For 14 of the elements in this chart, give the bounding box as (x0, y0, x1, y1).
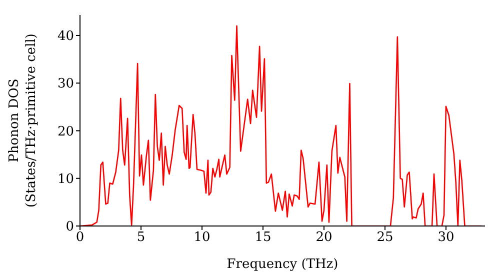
x-tick-label: 25 (376, 230, 394, 246)
y-tick-label: 20 (57, 124, 74, 140)
x-tick-label: 10 (194, 230, 210, 246)
y-tick-label: 40 (57, 29, 74, 44)
y-tick-label: 0 (66, 220, 74, 235)
x-tick-label: 5 (136, 230, 146, 246)
x-axis-title: Frequency (THz) (226, 257, 338, 272)
x-tick-label: 20 (316, 230, 332, 246)
y-axis-title: Phonon DOS (States/THz·primitive cell) (7, 33, 39, 208)
x-tick-label: 0 (76, 230, 84, 246)
y-tick-label: 30 (57, 76, 74, 92)
x-tick-label: 15 (254, 230, 272, 246)
y-tick-label: 10 (57, 172, 74, 187)
x-tick-label: 30 (438, 230, 454, 246)
